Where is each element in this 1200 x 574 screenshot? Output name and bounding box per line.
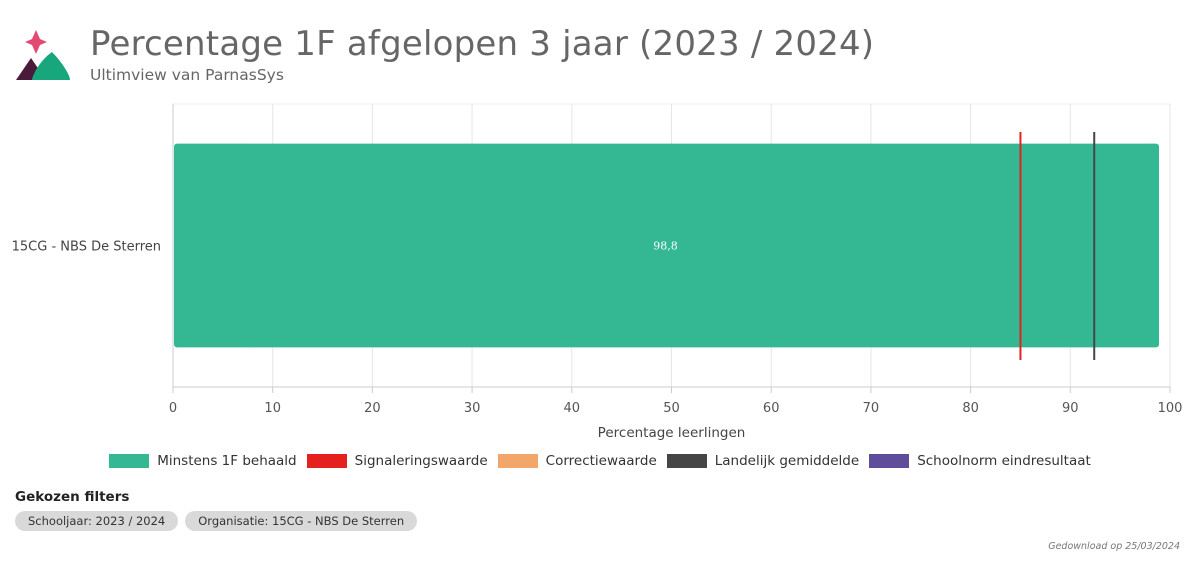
legend-item[interactable]: Schoolnorm eindresultaat <box>869 453 1091 469</box>
legend-item[interactable]: Landelijk gemiddelde <box>666 453 860 469</box>
x-tick-label: 60 <box>763 401 780 416</box>
legend-swatch <box>666 454 707 468</box>
legend-swatch <box>306 454 347 468</box>
legend-swatch <box>497 454 538 468</box>
x-tick-label: 20 <box>364 401 381 416</box>
chart-legend: Minstens 1F behaald Signaleringswaarde Cor… <box>0 453 1200 469</box>
page-title: Percentage 1F afgelopen 3 jaar (2023 / 2… <box>90 24 875 64</box>
x-tick-label: 70 <box>863 401 880 416</box>
filter-chip-schooljaar[interactable]: Schooljaar: 2023 / 2024 <box>15 511 179 531</box>
logo <box>16 30 70 80</box>
x-tick-label: 50 <box>663 401 680 416</box>
page-subtitle: Ultimview van ParnasSys <box>90 66 284 84</box>
y-category-label: 15CG - NBS De Sterren <box>12 240 161 255</box>
x-axis-title: Percentage leerlingen <box>598 425 746 441</box>
legend-item[interactable]: Minstens 1F behaald <box>109 453 297 469</box>
bar <box>174 143 1160 348</box>
filter-chip-organisatie[interactable]: Organisatie: 15CG - NBS De Sterren <box>185 511 418 531</box>
legend-label: Correctiewaarde <box>545 453 657 469</box>
x-tick-label: 90 <box>1062 401 1079 416</box>
legend-label: Signaleringswaarde <box>354 453 488 469</box>
x-tick-label: 30 <box>464 401 481 416</box>
logo-green-mountain <box>32 52 70 80</box>
filters-title: Gekozen filters <box>15 489 130 505</box>
x-tick-label: 0 <box>169 401 177 416</box>
download-date: Gedownload op 25/03/2024 <box>1048 541 1180 552</box>
legend-label: Schoolnorm eindresultaat <box>917 453 1091 469</box>
x-tick-label: 40 <box>564 401 581 416</box>
logo-star-icon <box>25 30 47 54</box>
legend-item[interactable]: Signaleringswaarde <box>306 453 488 469</box>
legend-label: Landelijk gemiddelde <box>714 453 860 469</box>
x-tick-label: 10 <box>264 401 281 416</box>
x-tick-label: 80 <box>962 401 979 416</box>
x-tick-label: 100 <box>1158 401 1183 416</box>
filter-chips: Schooljaar: 2023 / 2024 Organisatie: 15C… <box>15 511 418 531</box>
bar-data-label: 98,8 <box>653 240 678 253</box>
bar-chart: 0 10 20 30 40 50 60 70 80 90 100 Percentage leerlin… <box>12 103 1183 441</box>
legend-swatch <box>109 454 150 468</box>
legend-label: Minstens 1F behaald <box>157 453 297 469</box>
legend-item[interactable]: Correctiewaarde <box>497 453 657 469</box>
legend-swatch <box>869 454 910 468</box>
